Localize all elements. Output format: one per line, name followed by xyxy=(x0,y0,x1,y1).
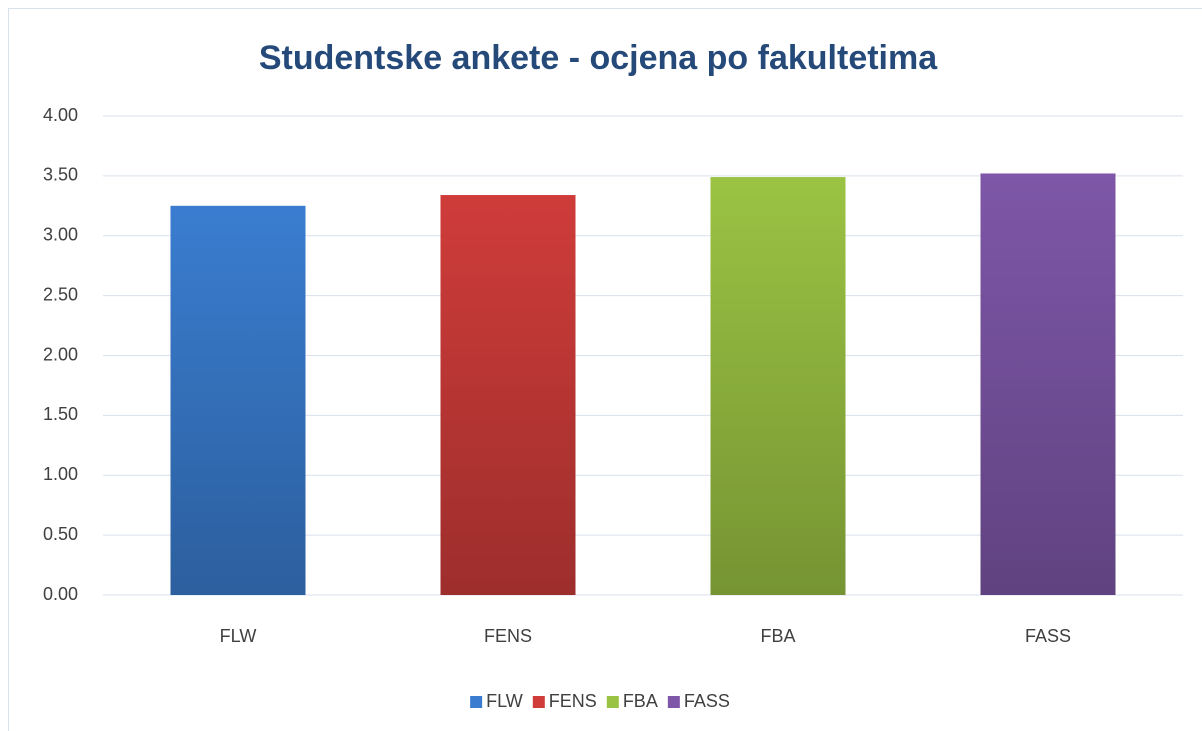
legend-label: FLW xyxy=(486,691,523,711)
legend-label: FENS xyxy=(549,691,597,711)
y-tick-label: 0.00 xyxy=(43,584,78,604)
x-tick-label: FLW xyxy=(220,626,257,646)
legend-swatch xyxy=(667,696,680,708)
y-tick-label: 2.00 xyxy=(43,344,78,364)
y-tick-label: 1.00 xyxy=(43,464,78,484)
x-tick-label: FASS xyxy=(1025,626,1071,646)
legend-swatch xyxy=(532,696,545,708)
y-tick-label: 2.50 xyxy=(43,284,78,304)
bar xyxy=(170,205,306,595)
y-tick-label: 0.50 xyxy=(43,524,78,544)
y-tick-label: 3.00 xyxy=(43,225,78,245)
legend-swatch xyxy=(470,696,483,708)
legend-label: FASS xyxy=(684,691,730,711)
legend-swatch xyxy=(606,696,619,708)
x-tick-label: FBA xyxy=(760,626,795,646)
y-tick-label: 4.00 xyxy=(43,105,78,125)
y-tick-label: 1.50 xyxy=(43,404,78,424)
legend-label: FBA xyxy=(623,691,658,711)
y-tick-label: 3.50 xyxy=(43,165,78,185)
bar xyxy=(980,173,1116,596)
x-tick-label: FENS xyxy=(484,626,532,646)
chart-title: Studentske ankete - ocjena po fakultetim… xyxy=(259,39,938,77)
bar xyxy=(440,195,576,595)
bar xyxy=(710,177,846,595)
